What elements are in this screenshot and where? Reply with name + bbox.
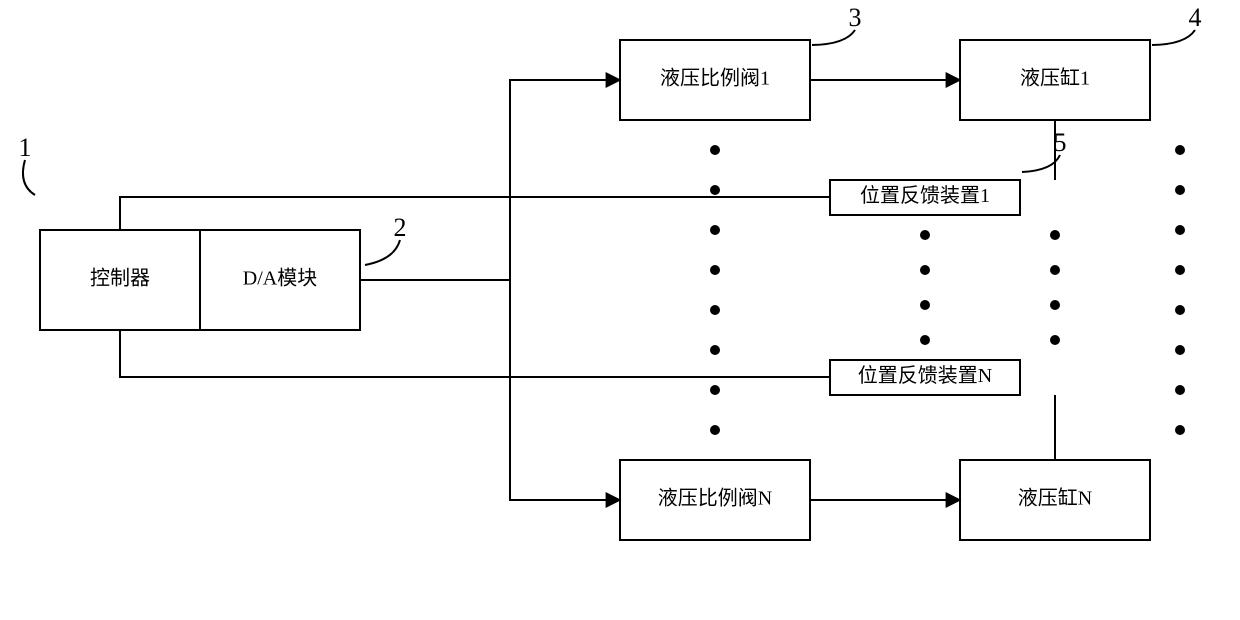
ellipsis-dot	[1175, 425, 1185, 435]
ellipsis-dot	[710, 185, 720, 195]
ellipsis-dot	[710, 345, 720, 355]
ellipsis-dot	[710, 385, 720, 395]
ellipsis-dot	[1050, 335, 1060, 345]
valveN-label: 液压比例阀N	[658, 487, 772, 510]
da-callout-line	[365, 240, 400, 265]
ellipsis-dot	[1175, 185, 1185, 195]
ellipsis-dot	[710, 145, 720, 155]
da-callout-num: 2	[394, 213, 407, 242]
ellipsis-dot	[1050, 230, 1060, 240]
fb1-label: 位置反馈装置1	[860, 184, 990, 207]
ellipsis-dot	[920, 265, 930, 275]
ellipsis-dot	[710, 425, 720, 435]
ellipsis-dot	[1175, 385, 1185, 395]
arrow-da-valveN	[360, 280, 620, 500]
cyl1-callout-num: 4	[1189, 3, 1202, 32]
cyl1-label: 液压缸1	[1020, 67, 1090, 90]
block-diagram: 控制器1D/A模块2液压比例阀13液压缸14位置反馈装置15位置反馈装置N液压比…	[0, 0, 1240, 620]
valve1-callout-line	[812, 30, 855, 45]
ellipsis-dot	[710, 265, 720, 275]
cyl1-callout-line	[1152, 30, 1195, 45]
valve1-label: 液压比例阀1	[660, 67, 770, 90]
ellipsis-dot	[710, 225, 720, 235]
controller-label: 控制器	[90, 267, 150, 290]
line-fb1-ctrl	[120, 197, 830, 230]
ellipsis-dot	[1175, 145, 1185, 155]
ellipsis-dot	[1175, 265, 1185, 275]
cylN-label: 液压缸N	[1018, 487, 1092, 510]
ellipsis-dot	[920, 230, 930, 240]
controller-callout-num: 1	[19, 133, 32, 162]
ellipsis-dot	[1050, 265, 1060, 275]
ellipsis-dot	[1175, 305, 1185, 315]
fbN-label: 位置反馈装置N	[858, 364, 992, 387]
arrow-da-valve1	[360, 80, 620, 280]
ellipsis-dot	[1175, 225, 1185, 235]
ellipsis-dot	[920, 335, 930, 345]
line-fbN-ctrl	[120, 330, 830, 377]
ellipsis-dot	[710, 305, 720, 315]
valve1-callout-num: 3	[849, 3, 862, 32]
ellipsis-dot	[920, 300, 930, 310]
controller-callout-line	[23, 160, 35, 195]
da-label: D/A模块	[243, 267, 317, 290]
ellipsis-dot	[1050, 300, 1060, 310]
ellipsis-dot	[1175, 345, 1185, 355]
